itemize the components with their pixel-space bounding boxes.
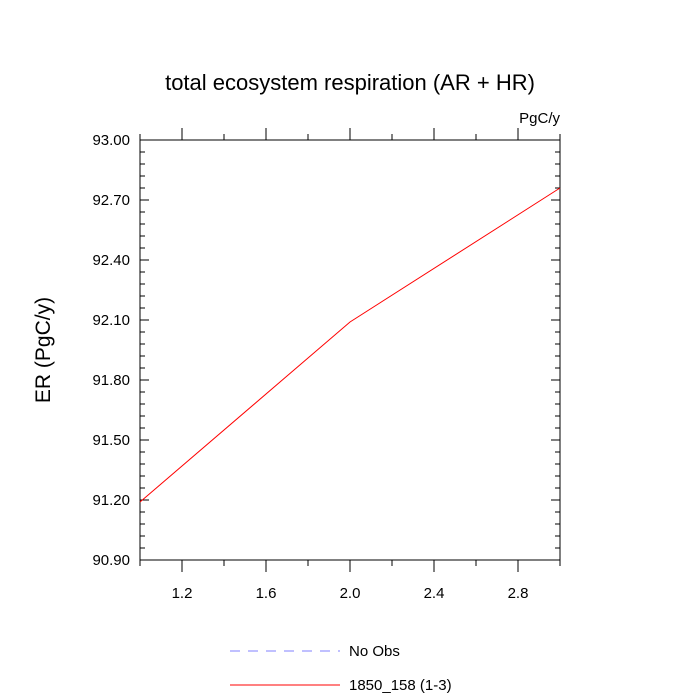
legend-label: 1850_158 (1-3) bbox=[349, 677, 452, 694]
axis-tick-labels: 90.90 91.20 91.50 91.80 92.10 92.40 92.70 93.00… bbox=[92, 132, 528, 602]
x-tick-label: 1.6 bbox=[256, 585, 277, 602]
y-tick-label: 93.00 bbox=[92, 132, 130, 149]
x-tick-label: 2.4 bbox=[424, 585, 445, 602]
x-tick-label: 2.8 bbox=[508, 585, 529, 602]
x-tick-label: 1.2 bbox=[172, 585, 193, 602]
y-axis-label: ER (PgC/y) bbox=[32, 297, 55, 403]
plot-frame bbox=[139, 139, 561, 561]
y-tick-label: 92.10 bbox=[92, 312, 130, 329]
x-tick-label: 2.0 bbox=[340, 585, 361, 602]
axis-ticks bbox=[139, 128, 561, 572]
y-tick-label: 92.40 bbox=[92, 252, 130, 269]
y-tick-label: 91.80 bbox=[92, 372, 130, 389]
legend-label: No Obs bbox=[349, 643, 400, 660]
y-tick-label: 91.50 bbox=[92, 432, 130, 449]
series-line bbox=[139, 187, 561, 503]
y-tick-label: 92.70 bbox=[92, 192, 130, 209]
data-series bbox=[139, 187, 561, 503]
y-tick-label: 91.20 bbox=[92, 492, 130, 509]
chart-title: total ecosystem respiration (AR + HR) bbox=[165, 70, 535, 95]
y-tick-label: 90.90 bbox=[92, 552, 130, 569]
units-label: PgC/y bbox=[519, 110, 560, 127]
legend: No Obs 1850_158 (1-3) bbox=[230, 643, 452, 694]
plot-axes bbox=[139, 139, 561, 561]
